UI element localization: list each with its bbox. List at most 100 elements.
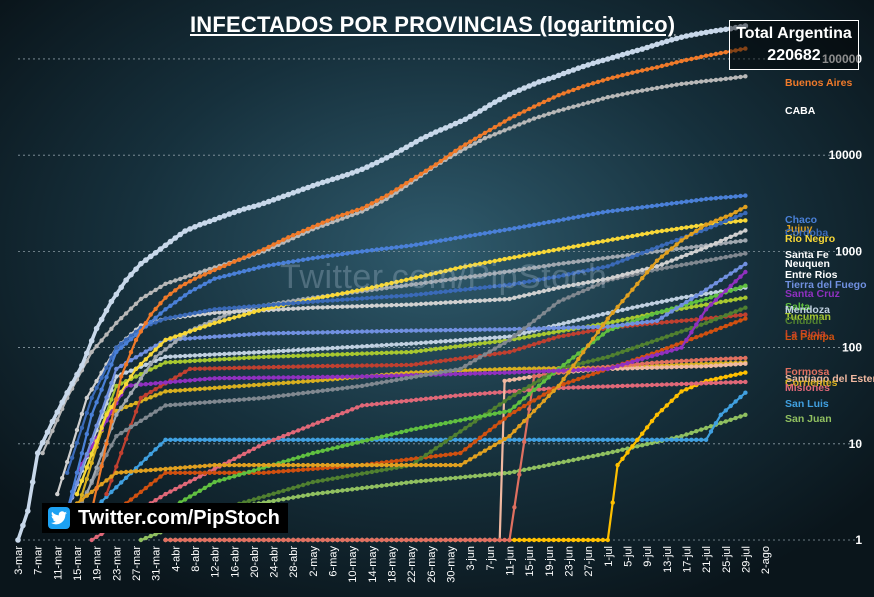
data-point [389, 193, 394, 198]
data-point [173, 359, 178, 365]
data-point [413, 459, 419, 464]
data-point [679, 200, 684, 205]
data-point [335, 386, 340, 392]
series-end-label: Tucuman [785, 311, 831, 323]
data-point [227, 375, 232, 381]
data-point [654, 318, 660, 323]
data-point [207, 322, 212, 327]
data-point [684, 252, 689, 258]
data-point [182, 331, 188, 336]
data-point [206, 218, 213, 225]
data-point [379, 303, 384, 308]
data-point [531, 291, 537, 296]
data-point [517, 294, 522, 299]
data-point [610, 262, 615, 267]
data-point [148, 290, 153, 296]
data-point [743, 269, 748, 275]
data-point [325, 298, 330, 303]
data-point [733, 399, 738, 404]
data-point [123, 382, 129, 387]
data-point [477, 355, 483, 360]
data-point [560, 70, 567, 77]
data-point [389, 437, 394, 442]
data-point [168, 280, 173, 285]
data-point [374, 295, 379, 300]
data-point [708, 284, 714, 289]
data-point [728, 356, 733, 361]
data-point [379, 343, 384, 348]
data-point [566, 283, 571, 288]
data-point [79, 451, 85, 456]
data-point [241, 355, 247, 361]
data-point [463, 460, 468, 465]
data-point [487, 412, 492, 417]
data-point [699, 322, 704, 327]
data-point [689, 430, 694, 436]
data-point [502, 416, 507, 421]
data-point [492, 327, 497, 332]
data-point [281, 437, 286, 442]
data-point [133, 469, 139, 474]
data-point [109, 489, 114, 495]
data-point [222, 398, 227, 404]
data-point [669, 297, 674, 302]
data-point [143, 535, 148, 541]
data-point [104, 441, 109, 446]
twitter-badge[interactable]: Twitter.com/PipStoch [42, 503, 288, 533]
series-end-label: Formosa [785, 366, 830, 378]
data-point [423, 340, 429, 345]
data-point [565, 68, 572, 75]
data-point [148, 395, 153, 400]
data-point [315, 364, 320, 369]
data-point [403, 144, 410, 151]
series-layer [15, 23, 749, 543]
data-point [733, 415, 738, 421]
data-point [369, 201, 375, 206]
data-point [703, 222, 709, 227]
data-point [374, 198, 379, 203]
data-point [369, 374, 375, 379]
data-point [576, 437, 581, 442]
data-point [733, 309, 738, 314]
data-point [404, 341, 409, 347]
data-point [217, 399, 222, 404]
data-point [640, 437, 645, 442]
data-point [359, 485, 365, 491]
data-point [487, 445, 492, 450]
data-point [679, 58, 684, 64]
data-point [350, 441, 355, 446]
data-point [99, 338, 104, 343]
data-point [571, 325, 576, 330]
data-point [453, 344, 458, 349]
data-point [163, 307, 168, 312]
data-point [590, 81, 596, 86]
data-point [458, 275, 463, 281]
data-point [443, 369, 448, 374]
data-point [222, 375, 227, 381]
data-point [221, 213, 228, 219]
data-point [738, 47, 743, 52]
data-point [393, 149, 400, 156]
data-point [143, 369, 148, 374]
data-point [713, 293, 719, 298]
data-point [448, 372, 453, 377]
data-point [178, 388, 183, 393]
data-point [600, 256, 606, 261]
data-point [182, 353, 188, 359]
data-point [20, 522, 26, 529]
data-point [123, 337, 129, 342]
data-point [227, 261, 232, 266]
x-tick-label: 6-may [328, 546, 340, 577]
data-point [502, 227, 507, 233]
data-point [98, 316, 105, 323]
data-point [492, 125, 497, 130]
data-point [158, 311, 163, 316]
data-point [305, 492, 311, 498]
data-point [522, 330, 527, 336]
data-point [409, 243, 414, 248]
data-point [458, 343, 463, 349]
data-point [310, 182, 316, 189]
data-point [522, 537, 527, 543]
data-point [359, 206, 365, 211]
data-point [512, 295, 517, 300]
